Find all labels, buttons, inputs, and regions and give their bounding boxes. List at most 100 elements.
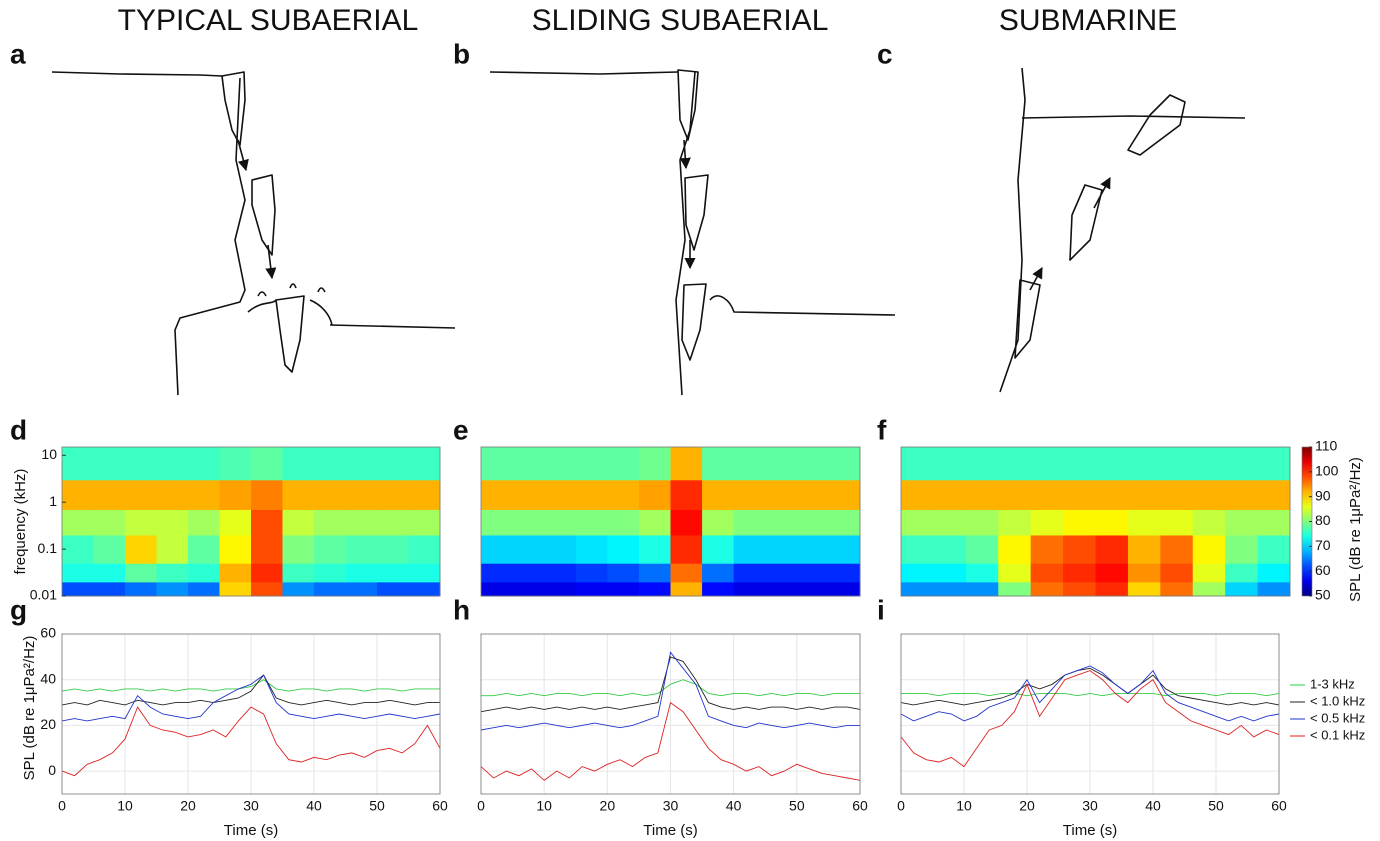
heatmap-cell (408, 581, 441, 597)
colorbar-tick-label: 100 (1315, 463, 1339, 479)
heatmap-cell (998, 563, 1032, 583)
heatmap-cell (377, 479, 409, 510)
heatmap-cell (314, 534, 346, 564)
heatmap-cell (282, 563, 315, 583)
heatmap-cell (1225, 563, 1259, 583)
heatmap-cell (377, 581, 409, 597)
series-line (480, 656, 861, 713)
heatmap-cell (702, 534, 735, 564)
heatmap-cell (1095, 479, 1129, 510)
x-tick-label: 50 (789, 798, 805, 814)
heatmap-cell (1030, 447, 1064, 481)
heatmap-cell (345, 509, 378, 536)
heatmap-cell (188, 563, 220, 583)
heatmap-cell (765, 479, 798, 510)
heatmap-cell (1225, 509, 1259, 536)
heatmap-cell (765, 534, 798, 564)
heatmap-cell (544, 581, 577, 597)
heatmap-cell (933, 581, 967, 597)
x-axis-label: Time (s) (1063, 822, 1117, 839)
heatmap-cell (1257, 581, 1291, 597)
y-tick-label: 0.01 (30, 587, 57, 603)
y-tick-label: 40 (40, 670, 56, 686)
x-tick-label: 10 (536, 798, 552, 814)
heatmap-cell (1160, 479, 1194, 510)
heatmap-cell (638, 509, 671, 536)
heatmap-cell (377, 563, 409, 583)
plot-frame (900, 633, 1280, 795)
x-tick-label: 20 (600, 798, 616, 814)
heatmap-cell (998, 447, 1032, 481)
heatmap-cell (1127, 563, 1161, 583)
heatmap-cell (62, 534, 94, 564)
series-line (480, 651, 860, 731)
x-tick-label: 60 (432, 798, 448, 814)
heatmap-cell (345, 479, 378, 510)
plot-frame (480, 633, 861, 795)
heatmap-cell (1127, 479, 1161, 510)
heatmap-cell (828, 479, 861, 510)
heatmap-cell (733, 479, 766, 510)
heatmap-cell (965, 447, 999, 481)
heatmap-cell (828, 509, 861, 536)
heatmap-cell (702, 447, 735, 481)
heatmap-cell (345, 447, 378, 481)
heatmap-cell (796, 447, 829, 481)
heatmap-cell (607, 509, 640, 536)
panel-letter: e (453, 414, 469, 445)
panel-letter: d (10, 414, 27, 445)
heatmap-cell (765, 581, 798, 597)
heatmap-cell (638, 563, 671, 583)
heatmap-cell (481, 509, 514, 536)
heatmap-cell (998, 509, 1032, 536)
heatmap-cell (702, 581, 735, 597)
heatmap-cell (901, 509, 934, 536)
x-tick-label: 10 (956, 798, 972, 814)
heatmap-cell (670, 563, 703, 583)
heatmap-cell (377, 509, 409, 536)
heatmap-cell (1192, 447, 1226, 481)
heatmap-cell (670, 479, 703, 510)
x-tick-label: 0 (58, 798, 66, 814)
heatmap-cell (125, 479, 157, 510)
heatmap-cell (1225, 534, 1259, 564)
heatmap-cell (188, 479, 220, 510)
heatmap-cell (828, 534, 861, 564)
heatmap-cell (796, 509, 829, 536)
heatmap-cell (733, 563, 766, 583)
heatmap-cell (314, 563, 346, 583)
panel-letter: g (10, 594, 27, 625)
panel-letter: b (453, 38, 470, 69)
heatmap-cell (638, 479, 671, 510)
x-tick-label: 50 (1208, 798, 1224, 814)
heatmap-cell (544, 479, 577, 510)
heatmap-cell (702, 563, 735, 583)
heatmap-cell (998, 534, 1032, 564)
x-tick-label: 60 (1271, 798, 1287, 814)
heatmap-cell (765, 447, 798, 481)
heatmap-cell (933, 479, 967, 510)
heatmap-cell (1063, 563, 1096, 583)
heatmap-cell (544, 563, 577, 583)
heatmap-cell (607, 581, 640, 597)
heatmap-cell (733, 534, 766, 564)
heatmap-cell (1063, 479, 1096, 510)
heatmap-cell (1225, 581, 1259, 597)
heatmap-cell (219, 534, 252, 564)
heatmap-cell (1030, 534, 1064, 564)
x-axis-label: Time (s) (224, 822, 278, 839)
heatmap-cell (93, 447, 126, 481)
panel-letter: h (453, 594, 470, 625)
heatmap-cell (219, 581, 252, 597)
heatmap-cell (481, 447, 514, 481)
heatmap-cell (219, 479, 252, 510)
heatmap-cell (1030, 509, 1064, 536)
heatmap-cell (638, 581, 671, 597)
y-tick-label: 1 (49, 493, 57, 509)
heatmap-cell (62, 581, 94, 597)
heatmap-cell (408, 534, 441, 564)
heatmap-cell (607, 447, 640, 481)
heatmap-cell (733, 581, 766, 597)
heatmap-cell (219, 447, 252, 481)
heatmap-cell (901, 479, 934, 510)
